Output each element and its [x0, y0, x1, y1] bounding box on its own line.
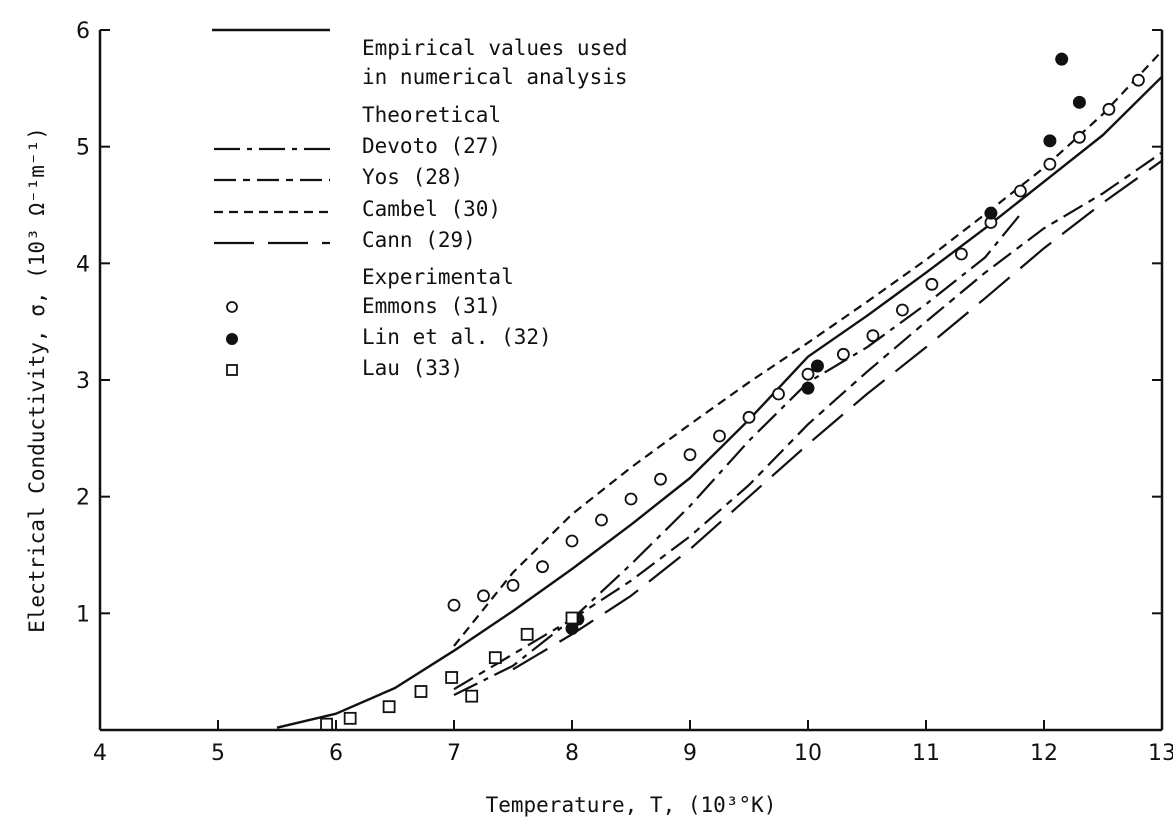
point-emmons	[801, 367, 815, 381]
point-lau	[465, 689, 479, 703]
series-line-2	[453, 151, 1163, 691]
point-emmons	[595, 513, 608, 527]
legend-label-empirical-2: in numerical analysis	[362, 65, 628, 89]
point-emmons	[506, 578, 520, 592]
point-emmons	[1043, 157, 1057, 171]
point-lin	[1043, 134, 1057, 148]
x-tick-label: 4	[93, 741, 107, 766]
point-lau	[488, 651, 502, 665]
point-emmons	[1132, 73, 1145, 87]
legend: Empirical values used in numerical analy…	[212, 28, 628, 380]
series-line-0	[276, 75, 1163, 729]
point-emmons	[447, 598, 461, 612]
point-lin	[1055, 52, 1069, 66]
point-emmons	[1014, 184, 1027, 198]
series-line-4	[512, 159, 1163, 671]
x-tick-label: 5	[211, 741, 225, 766]
legend-heading-experimental: Experimental	[362, 265, 514, 289]
point-lau	[520, 627, 534, 641]
x-tick-label: 7	[447, 741, 461, 766]
y-tick-label: 3	[76, 369, 90, 394]
markers	[320, 52, 1145, 731]
legend-label-cann: Cann (29)	[362, 228, 476, 252]
legend-label-cambel: Cambel (30)	[362, 197, 501, 221]
legend-marker-emmons	[226, 301, 238, 313]
legend-label-yos: Yos (28)	[362, 165, 463, 189]
legend-label-lau: Lau (33)	[362, 356, 463, 380]
series-line-1	[453, 213, 1022, 696]
x-tick-label: 10	[794, 741, 822, 766]
point-emmons	[896, 303, 909, 317]
point-lau	[445, 671, 459, 684]
legend-marker-lin	[226, 333, 238, 345]
y-tick-label: 4	[76, 252, 90, 277]
point-emmons	[772, 387, 785, 401]
point-emmons	[837, 347, 850, 361]
x-tick-label: 12	[1030, 741, 1058, 766]
point-emmons	[536, 560, 549, 574]
point-lau	[343, 711, 357, 725]
x-tick-label: 9	[683, 741, 697, 766]
point-emmons	[866, 329, 880, 343]
point-lin	[801, 381, 815, 395]
point-emmons	[624, 492, 638, 506]
axes	[98, 30, 1164, 732]
x-tick-label: 8	[565, 741, 579, 766]
point-emmons	[742, 410, 756, 424]
point-lau	[414, 685, 428, 698]
point-emmons	[683, 448, 697, 462]
series-lines	[276, 50, 1163, 729]
point-emmons	[565, 534, 579, 548]
point-emmons	[1073, 130, 1086, 144]
point-emmons	[654, 472, 667, 486]
point-emmons	[1102, 102, 1116, 116]
point-lau	[382, 700, 396, 714]
point-emmons	[955, 247, 968, 261]
point-emmons	[925, 277, 939, 291]
legend-marker-lau	[226, 364, 238, 376]
x-tick-label: 6	[329, 741, 343, 766]
point-lau	[565, 611, 579, 625]
legend-label-devoto: Devoto (27)	[362, 134, 501, 158]
x-axis-label: Temperature, T, (10³°K)	[486, 793, 777, 817]
legend-heading-theoretical: Theoretical	[362, 103, 501, 127]
point-lin	[984, 206, 998, 220]
y-tick-label: 2	[76, 486, 90, 511]
y-tick-label: 6	[76, 19, 90, 44]
point-emmons	[477, 589, 490, 603]
point-emmons	[713, 429, 726, 443]
y-tick-label: 1	[76, 602, 90, 627]
y-axis-label: Electrical Conductivity, σ, (10³ Ω⁻¹m⁻¹)	[25, 127, 49, 633]
point-lin	[1072, 95, 1086, 109]
x-tick-label: 13	[1148, 741, 1173, 766]
y-tick-label: 5	[76, 136, 90, 161]
x-tick-label: 11	[912, 741, 940, 766]
point-lin	[810, 359, 824, 373]
series-line-3	[453, 50, 1163, 647]
legend-label-empirical-1: Empirical values used	[362, 36, 628, 60]
point-lau	[320, 717, 333, 731]
legend-label-lin: Lin et al. (32)	[362, 325, 552, 349]
legend-label-emmons: Emmons (31)	[362, 294, 501, 318]
